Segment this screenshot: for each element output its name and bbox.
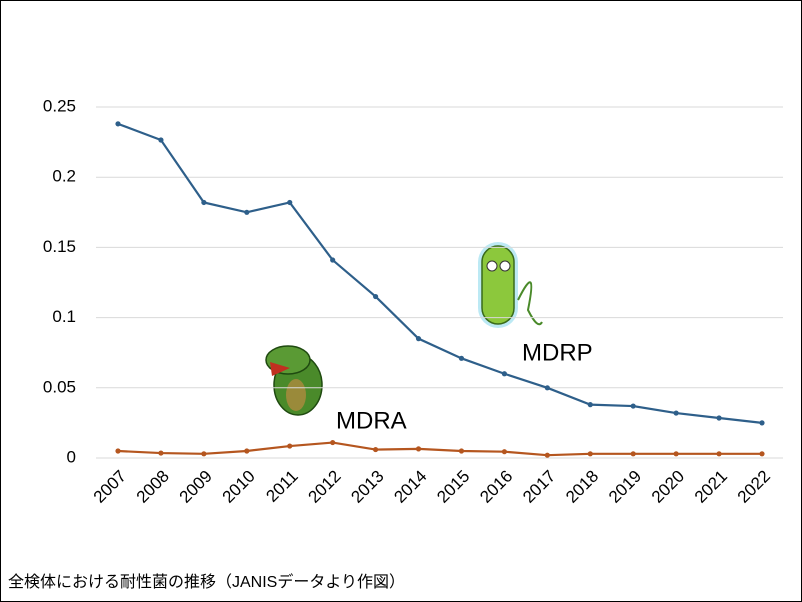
point (673, 451, 679, 457)
point (458, 448, 465, 454)
series-label: MDRP (522, 339, 593, 366)
series-label: MDRA (336, 407, 407, 434)
point (201, 199, 207, 206)
point (373, 446, 379, 453)
series-line (117, 441, 762, 457)
point (544, 452, 550, 458)
point (587, 451, 593, 457)
point (759, 451, 765, 457)
point (244, 209, 250, 215)
point (716, 415, 722, 421)
y-tick-label: 0.1 (52, 307, 76, 326)
point (287, 443, 293, 449)
point (158, 450, 164, 456)
point (158, 137, 164, 143)
point (373, 293, 379, 300)
y-tick-label: 0.05 (43, 377, 76, 396)
mdrp-cartoon (478, 242, 543, 328)
point (544, 385, 550, 391)
point (244, 448, 250, 454)
y-tick-label: 0 (67, 447, 76, 466)
point (458, 355, 465, 361)
point (201, 451, 207, 457)
point (330, 439, 336, 446)
y-tick-label: 0.2 (52, 167, 76, 186)
point (115, 121, 121, 127)
point (287, 199, 293, 206)
point (330, 257, 336, 263)
point (501, 371, 507, 377)
point (115, 448, 121, 454)
y-tick-label: 0.15 (43, 237, 76, 256)
point (415, 446, 422, 452)
point (716, 451, 722, 457)
point (501, 449, 507, 455)
mdra-cartoon (265, 345, 323, 416)
point (587, 402, 593, 408)
caption: 全検体における耐性菌の推移（JANISデータより作図） (8, 572, 405, 591)
point (415, 336, 422, 342)
point (630, 451, 636, 457)
y-tick-label: 0.25 (43, 96, 76, 115)
series-line (117, 122, 763, 424)
point (630, 403, 636, 409)
point (759, 420, 765, 426)
point (673, 410, 679, 416)
